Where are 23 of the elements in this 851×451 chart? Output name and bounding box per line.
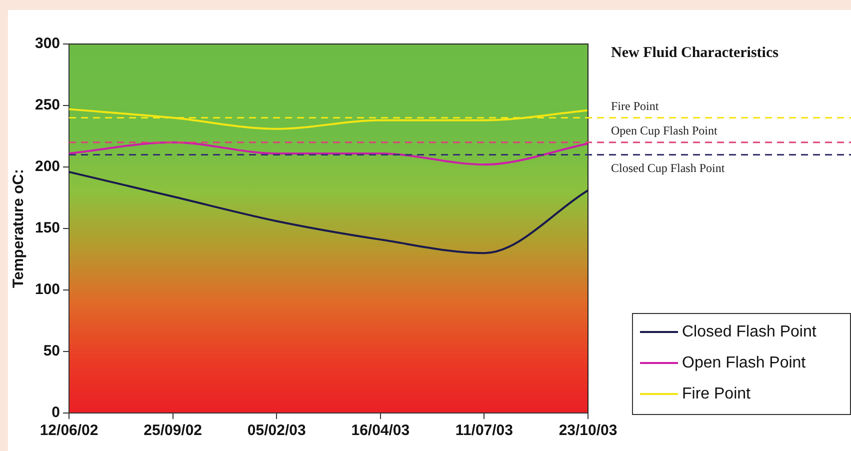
ref-line-label: Fire Point — [611, 98, 660, 113]
ref-line-label: Open Cup Flash Point — [611, 124, 718, 138]
y-tick-label: 50 — [43, 342, 60, 360]
y-tick-label: 100 — [34, 281, 60, 298]
x-tick-label: 16/04/03 — [351, 422, 410, 440]
x-tick-label: 11/07/03 — [455, 422, 513, 440]
line-series — [68, 141, 589, 166]
legend-label: Fire Point — [682, 385, 752, 402]
line-series — [68, 170, 589, 254]
y-tick-label: 0 — [52, 404, 60, 422]
x-tick-label: 23/10/03 — [558, 422, 618, 440]
y-tick-label: 200 — [34, 158, 60, 176]
text: New Fluid Characteristics — [611, 44, 779, 61]
legend-label: Open Flash Point — [682, 354, 806, 372]
y-tick-label: 300 — [34, 35, 60, 52]
x-tick-label: 25/09/02 — [144, 422, 202, 440]
y-tick-label: 150 — [34, 220, 60, 237]
legend-label: Closed Flash Point — [682, 323, 817, 340]
y-axis-title: Temperature oC: — [10, 169, 28, 288]
ref-line-label: Closed Cup Flash Point — [611, 160, 726, 175]
x-tick-label: 12/06/02 — [40, 422, 98, 440]
y-tick-label: 250 — [34, 96, 60, 114]
x-tick-label: 05/02/03 — [247, 422, 306, 440]
